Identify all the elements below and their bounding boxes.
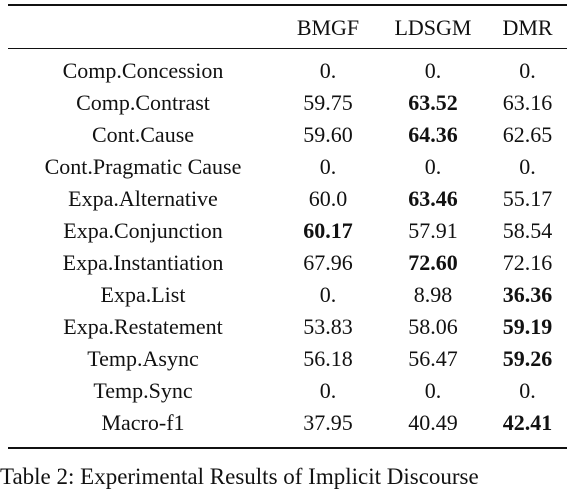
row-label: Expa.List	[100, 282, 186, 307]
cell-ldsgm: 72.60	[408, 250, 458, 275]
cell-dmr: 0.	[519, 58, 536, 83]
header-rule	[8, 48, 567, 49]
cell-dmr: 62.65	[502, 122, 553, 147]
header-row: BMGF LDSGM DMR	[8, 6, 567, 48]
cell-ldsgm: 63.46	[408, 186, 458, 211]
table-row: Expa.Alternative 60.0 63.46 55.17	[8, 183, 567, 215]
row-label: Temp.Async	[87, 346, 199, 371]
cell-dmr: 59.19	[502, 314, 553, 339]
cell-ldsgm: 63.52	[408, 90, 458, 115]
header-bmgf: BMGF	[296, 15, 360, 40]
cell-dmr: 72.16	[502, 250, 553, 275]
cell-dmr: 55.17	[502, 186, 553, 211]
table-row: Expa.Instantiation 67.96 72.60 72.16	[8, 247, 567, 279]
cell-ldsgm: 8.98	[413, 282, 453, 307]
cell-bmgf: 60.17	[303, 218, 353, 243]
row-label: Expa.Instantiation	[62, 250, 224, 275]
row-label: Comp.Contrast	[76, 90, 210, 115]
row-label: Expa.Alternative	[68, 186, 218, 211]
cell-bmgf: 59.75	[303, 90, 353, 115]
cell-bmgf: 37.95	[303, 410, 353, 435]
table-row: Expa.List 0. 8.98 36.36	[8, 279, 567, 311]
header-ldsgm: LDSGM	[394, 15, 472, 40]
table-row: Expa.Restatement 53.83 58.06 59.19	[8, 311, 567, 343]
cell-dmr: 36.36	[502, 282, 553, 307]
table-row: Comp.Concession 0. 0. 0.	[8, 55, 567, 87]
table-row: Comp.Contrast 59.75 63.52 63.16	[8, 87, 567, 119]
row-label: Cont.Pragmatic Cause	[44, 154, 242, 179]
cell-ldsgm: 40.49	[408, 410, 458, 435]
cell-ldsgm: 64.36	[408, 122, 458, 147]
row-label: Expa.Conjunction	[63, 218, 223, 243]
bottom-rule	[8, 447, 567, 449]
cell-ldsgm: 0.	[424, 154, 442, 179]
cell-dmr: 42.41	[502, 410, 553, 435]
table-body: Comp.Concession 0. 0. 0. Comp.Contrast 59.75 6…	[8, 55, 567, 439]
row-label: Expa.Restatement	[63, 314, 223, 339]
cell-bmgf: 60.0	[308, 186, 348, 211]
cell-ldsgm: 0.	[424, 58, 442, 83]
table-row: Macro-f1 37.95 40.49 42.41	[8, 407, 567, 439]
table-row: Temp.Sync 0. 0. 0.	[8, 375, 567, 407]
row-label: Comp.Concession	[62, 58, 224, 83]
cell-bmgf: 56.18	[303, 346, 353, 371]
cell-ldsgm: 0.	[424, 378, 442, 403]
cell-bmgf: 0.	[319, 58, 337, 83]
table-row: Expa.Conjunction 60.17 57.91 58.54	[8, 215, 567, 247]
table-row: Cont.Pragmatic Cause 0. 0. 0.	[8, 151, 567, 183]
cell-dmr: 0.	[519, 154, 536, 179]
cell-ldsgm: 56.47	[408, 346, 458, 371]
table-row: Temp.Async 56.18 56.47 59.26	[8, 343, 567, 375]
row-label: Temp.Sync	[93, 378, 193, 403]
row-label: Macro-f1	[101, 410, 185, 435]
cell-dmr: 58.54	[502, 218, 553, 243]
cell-dmr: 63.16	[502, 90, 553, 115]
cell-dmr: 0.	[519, 378, 536, 403]
cell-bmgf: 59.60	[303, 122, 353, 147]
table-row: Cont.Cause 59.60 64.36 62.65	[8, 119, 567, 151]
cell-bmgf: 67.96	[303, 250, 353, 275]
top-rule	[8, 4, 567, 6]
cell-bmgf: 0.	[319, 282, 337, 307]
cell-bmgf: 0.	[319, 378, 337, 403]
cell-bmgf: 0.	[319, 154, 337, 179]
row-label: Cont.Cause	[91, 122, 195, 147]
cell-ldsgm: 57.91	[408, 218, 458, 243]
results-table: BMGF LDSGM DMR Comp.Concession 0. 0. 0. Comp…	[8, 4, 567, 449]
cell-ldsgm: 58.06	[408, 314, 458, 339]
cell-dmr: 59.26	[502, 346, 553, 371]
cell-bmgf: 53.83	[303, 314, 353, 339]
table-caption: Table 2: Experimental Results of Implici…	[0, 464, 479, 489]
header-dmr: DMR	[502, 15, 553, 40]
